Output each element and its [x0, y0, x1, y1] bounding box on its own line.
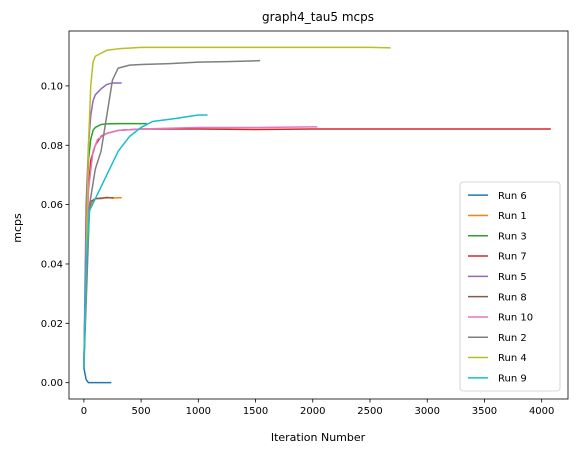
legend-entry-label: Run 5	[498, 272, 527, 283]
y-axis-label: mcps	[11, 213, 24, 243]
series-line-10	[83, 114, 208, 368]
plot-frame	[68, 30, 569, 400]
y-tick-label: 0.02	[41, 319, 63, 330]
legend-box	[459, 181, 561, 392]
x-axis-label: Iteration Number	[271, 431, 366, 444]
x-tick-label: 2500	[357, 406, 382, 417]
x-tick-label: 1500	[243, 406, 268, 417]
y-tick-label: 0.08	[41, 141, 63, 152]
legend-entry-label: Run 6	[498, 191, 527, 202]
y-tick-label: 0.00	[41, 378, 63, 389]
series-line-9	[83, 46, 391, 368]
chart-title: graph4_tau5 mcps	[262, 10, 374, 24]
legend-entry-label: Run 8	[498, 292, 527, 303]
legend-entry-label: Run 4	[498, 353, 527, 364]
x-tick-label: 3500	[472, 406, 497, 417]
y-tick-label: 0.06	[41, 200, 63, 211]
x-tick-label: 3000	[415, 406, 440, 417]
y-tick-label: 0.04	[41, 259, 63, 270]
x-tick-label: 1000	[186, 406, 211, 417]
legend-entry-label: Run 10	[498, 313, 533, 324]
series-line-8	[83, 59, 261, 368]
legend-entry-label: Run 3	[498, 231, 527, 242]
x-tick-label: 4000	[529, 406, 554, 417]
legend-entry-label: Run 1	[498, 211, 527, 222]
x-tick-label: 500	[132, 406, 151, 417]
series-lines	[83, 46, 551, 384]
legend-entry-label: Run 2	[498, 333, 527, 344]
series-line-1	[83, 367, 112, 384]
legend-entry-label: Run 9	[498, 373, 527, 384]
x-tick-label: 0	[81, 406, 87, 417]
legend: Run 6 Run 1 Run 3 Run 7 Run 5 Run 8 Run 10 Run …	[459, 181, 561, 392]
y-axis-ticks: 0.00 0.02 0.04 0.06 0.08 0.10	[41, 81, 69, 389]
x-axis-ticks: 0 500 1000 1500 2000 2500 3000 3500 4000	[81, 399, 554, 417]
y-tick-label: 0.10	[41, 81, 63, 92]
x-tick-label: 2000	[300, 406, 325, 417]
series-line-7	[83, 126, 318, 368]
legend-entry-label: Run 7	[498, 252, 527, 263]
